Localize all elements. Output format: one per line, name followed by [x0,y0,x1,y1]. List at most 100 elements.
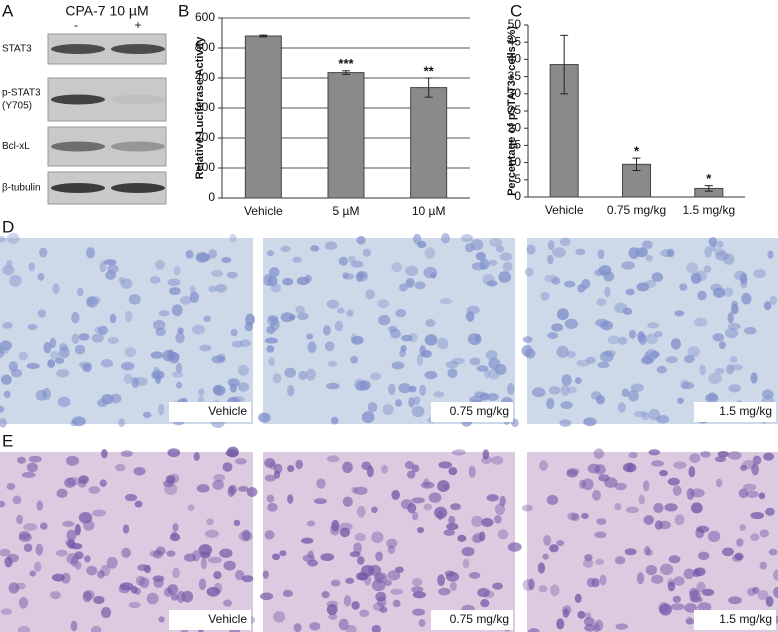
cell [750,533,760,541]
cell [697,290,707,301]
cell [368,564,382,576]
cell [561,374,572,386]
cell [491,455,504,465]
cell [685,618,696,625]
cell [12,495,22,505]
micrograph-caption: Vehicle [208,612,247,626]
y-tick-label: 10 [508,155,522,169]
cell [387,383,396,396]
y-axis-label: Relative Luciferase Activity [194,36,206,180]
cell [56,369,70,378]
cell [325,341,335,352]
cell [35,543,44,556]
cell [630,383,644,392]
cell [100,359,114,368]
cell [418,619,426,627]
cell [77,287,84,297]
cell [10,368,23,378]
cell [419,384,426,397]
cell [207,556,222,564]
cell [443,529,456,536]
cell [551,277,561,285]
cell [2,321,13,329]
cell [728,384,742,393]
cell [614,556,626,565]
cell [430,272,437,279]
cell [158,403,165,416]
cell [235,458,247,465]
cell [697,602,712,612]
y-tick-label: 300 [195,100,215,114]
cell [439,298,453,305]
cell [350,355,359,364]
cell [488,259,498,266]
cell [0,608,12,615]
cell [448,515,456,525]
cell [424,247,436,259]
cell [752,455,762,465]
cell [750,511,765,520]
cell [547,240,555,251]
cell [208,248,217,259]
cell [198,578,207,591]
cell [645,333,658,345]
cell [618,336,628,345]
cell [57,396,71,407]
cell [411,578,423,587]
cell [716,240,724,248]
cell [386,538,398,549]
cell [476,365,489,372]
cell [270,318,280,331]
cell [49,337,57,349]
cell [167,448,181,458]
cell [124,310,133,323]
cell [734,552,744,561]
cell [215,384,223,394]
micrograph [0,452,253,632]
cell [730,364,744,371]
cell [698,551,710,561]
y-tick-label: 25 [508,103,522,117]
cell [268,267,280,278]
cell [714,367,725,375]
cell [230,328,238,337]
cell [320,553,335,561]
panel-label: C [510,1,522,20]
y-tick-label: 40 [508,52,522,66]
cell [2,264,15,276]
cell [135,575,146,586]
cell [86,565,98,576]
panel-label: D [2,217,14,236]
cell [324,241,338,250]
cell [653,502,664,514]
cell [355,270,369,282]
cell [39,247,48,258]
cell [524,267,534,277]
cell [624,548,637,556]
y-tick-label: 45 [508,34,522,48]
cell [405,265,419,277]
cell [489,238,503,248]
cell [679,283,688,291]
cell [152,366,161,378]
cell [495,245,504,253]
cell [66,476,81,486]
cell [481,517,494,527]
cell [74,344,86,355]
y-tick-label: 20 [508,120,522,134]
cell [690,488,705,498]
cell [387,570,401,581]
cell [273,463,283,474]
cell [677,397,684,404]
cell [486,494,499,502]
cell [120,450,134,457]
cell [226,271,238,279]
cell [293,623,302,632]
cell [772,569,778,581]
cell [173,265,181,276]
cell [124,493,138,502]
cell [377,596,387,608]
cell [103,259,117,266]
cell [486,280,498,287]
